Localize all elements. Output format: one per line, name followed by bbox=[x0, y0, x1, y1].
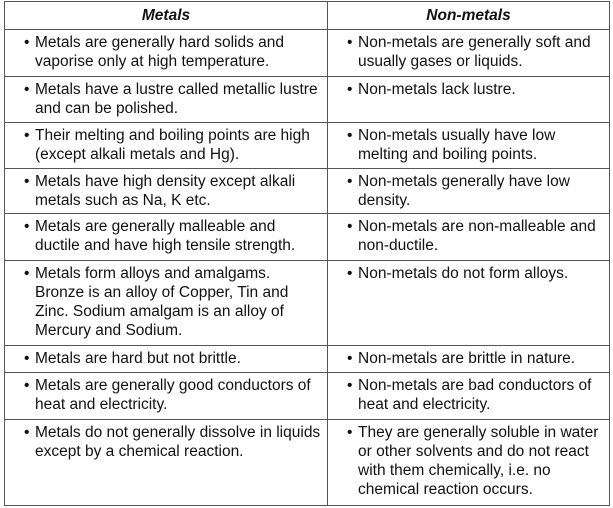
metals-cell: Metals form alloys and amalgams. Bronze … bbox=[4, 260, 328, 346]
table-row: Metals are generally malleable and ducti… bbox=[4, 213, 610, 261]
metals-cell: Their melting and boiling points are hig… bbox=[4, 122, 328, 169]
metals-text: Their melting and boiling points are hig… bbox=[5, 123, 327, 164]
nonmetals-cell: Non-metals lack lustre. bbox=[327, 76, 610, 123]
nonmetals-cell: Non-metals are brittle in nature. bbox=[327, 345, 610, 373]
metals-text: Metals are generally malleable and ducti… bbox=[5, 214, 327, 255]
table-row: Metals have high density except alkali m… bbox=[4, 168, 610, 214]
nonmetals-text: Non-metals usually have low melting and … bbox=[328, 123, 609, 164]
metals-text: Metals are generally good conductors of … bbox=[5, 373, 327, 414]
metals-text: Metals form alloys and amalgams. Bronze … bbox=[5, 261, 327, 340]
nonmetals-cell: Non-metals do not form alloys. bbox=[327, 260, 610, 346]
header-metals: Metals bbox=[4, 1, 328, 30]
metals-cell: Metals do not generally dissolve in liqu… bbox=[4, 419, 328, 506]
table-row: Metals have a lustre called metallic lus… bbox=[4, 76, 610, 123]
nonmetals-cell: They are generally soluble in water or o… bbox=[327, 419, 610, 506]
metals-text: Metals have a lustre called metallic lus… bbox=[5, 77, 327, 118]
nonmetals-text: They are generally soluble in water or o… bbox=[328, 420, 609, 499]
nonmetals-text: Non-metals do not form alloys. bbox=[328, 261, 609, 283]
metals-cell: Metals have a lustre called metallic lus… bbox=[4, 76, 328, 123]
table-row: Metals form alloys and amalgams. Bronze … bbox=[4, 260, 610, 346]
nonmetals-cell: Non-metals are non-malleable and non-duc… bbox=[327, 213, 610, 261]
nonmetals-text: Non-metals lack lustre. bbox=[328, 77, 609, 99]
metals-text: Metals do not generally dissolve in liqu… bbox=[5, 420, 327, 461]
table-row: Metals do not generally dissolve in liqu… bbox=[4, 419, 610, 506]
nonmetals-cell: Non-metals generally have low density. bbox=[327, 168, 610, 214]
metals-cell: Metals are generally hard solids and vap… bbox=[4, 29, 328, 77]
metals-text: Metals have high density except alkali m… bbox=[5, 169, 327, 210]
nonmetals-text: Non-metals generally have low density. bbox=[328, 169, 609, 210]
metals-cell: Metals are hard but not brittle. bbox=[4, 345, 328, 373]
nonmetals-cell: Non-metals are generally soft and usuall… bbox=[327, 29, 610, 77]
nonmetals-cell: Non-metals usually have low melting and … bbox=[327, 122, 610, 169]
table-row: Metals are generally good conductors of … bbox=[4, 372, 610, 420]
header-row: Metals Non-metals bbox=[4, 1, 610, 30]
metals-cell: Metals are generally malleable and ducti… bbox=[4, 213, 328, 261]
nonmetals-text: Non-metals are brittle in nature. bbox=[328, 346, 609, 368]
metals-cell: Metals are generally good conductors of … bbox=[4, 372, 328, 420]
nonmetals-text: Non-metals are generally soft and usuall… bbox=[328, 30, 609, 71]
nonmetals-text: Non-metals are bad conductors of heat an… bbox=[328, 373, 609, 414]
comparison-table: Metals Non-metals Metals are generally h… bbox=[4, 1, 610, 506]
nonmetals-cell: Non-metals are bad conductors of heat an… bbox=[327, 372, 610, 420]
metals-text: Metals are generally hard solids and vap… bbox=[5, 30, 327, 71]
table-row: Their melting and boiling points are hig… bbox=[4, 122, 610, 169]
table-row: Metals are hard but not brittle.Non-meta… bbox=[4, 345, 610, 373]
metals-cell: Metals have high density except alkali m… bbox=[4, 168, 328, 214]
table-row: Metals are generally hard solids and vap… bbox=[4, 29, 610, 77]
header-nonmetals: Non-metals bbox=[327, 1, 610, 30]
metals-text: Metals are hard but not brittle. bbox=[5, 346, 327, 368]
nonmetals-text: Non-metals are non-malleable and non-duc… bbox=[328, 214, 609, 255]
